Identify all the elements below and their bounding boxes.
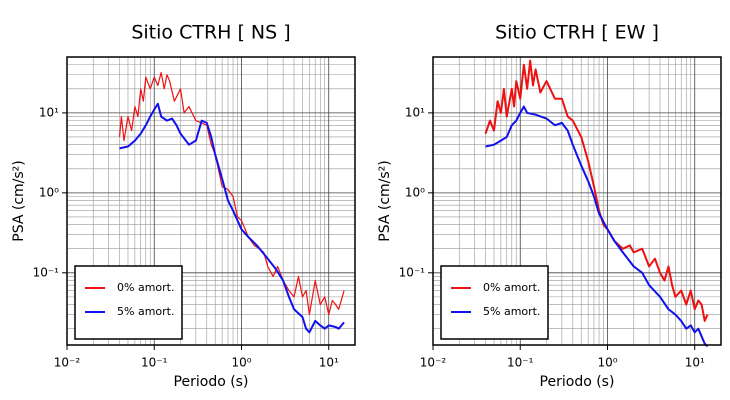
x-tick-label: 10⁻¹ (507, 356, 534, 370)
legend-label: 0% amort. (483, 281, 540, 294)
y-tick-label: 10¹ (405, 105, 425, 119)
legend-box (74, 265, 183, 340)
legend-label: 5% amort. (117, 305, 174, 318)
y-axis-label: PSA (cm/s²) (377, 160, 393, 242)
plot: Sitio CTRH [ EW ] 10⁻² 10⁻¹ 10⁰ 10¹ 10⁻¹ 10⁰ 10… (377, 22, 722, 390)
x-tick-label: 10⁻² (54, 356, 81, 370)
x-tick-label: 10¹ (685, 356, 705, 370)
x-tick-label: 10⁰ (597, 356, 617, 370)
x-tick-label: 10⁰ (231, 356, 251, 370)
y-tick-label: 10⁰ (405, 185, 425, 199)
data-line (118, 71, 345, 316)
x-tick-label: 10⁻² (420, 356, 447, 370)
data-line (484, 59, 709, 322)
data-line (485, 105, 709, 348)
y-axis-label: PSA (cm/s²) (11, 160, 27, 242)
y-tick-label: 10¹ (39, 105, 59, 119)
plot-frame (66, 56, 356, 346)
y-tick-label: 10⁰ (39, 185, 59, 199)
plot-frame (432, 56, 722, 346)
chart-title: Sitio CTRH [ NS ] (131, 22, 290, 44)
plot: Sitio CTRH [ NS ] 10⁻² 10⁻¹ 10⁰ 10¹ 10⁻¹ 10⁰ 10… (11, 22, 356, 390)
legend-label: 5% amort. (483, 305, 540, 318)
x-tick-label: 10⁻¹ (141, 356, 168, 370)
x-tick-label: 10¹ (319, 356, 339, 370)
x-axis-label: Periodo (s) (174, 374, 249, 390)
x-axis-label: Periodo (s) (540, 374, 615, 390)
y-tick-label: 10⁻¹ (33, 265, 60, 279)
legend-box (440, 265, 549, 340)
y-tick-label: 10⁻¹ (399, 265, 426, 279)
data-line (119, 102, 345, 334)
legend-label: 0% amort. (117, 281, 174, 294)
chart-title: Sitio CTRH [ EW ] (495, 22, 659, 44)
